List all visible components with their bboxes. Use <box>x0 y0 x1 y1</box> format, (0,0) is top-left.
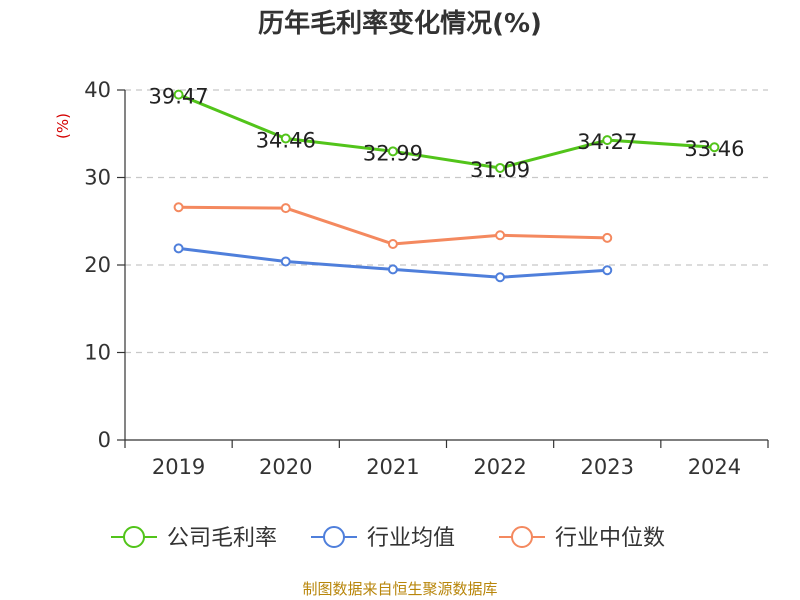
data-label: 33.46 <box>684 137 744 161</box>
y-tick-label: 20 <box>84 253 111 277</box>
data-point <box>387 264 398 275</box>
data-point <box>280 256 291 267</box>
data-point <box>495 230 506 241</box>
series-line <box>178 205 608 246</box>
x-tick-label: 2019 <box>152 455 205 479</box>
data-point <box>173 202 184 213</box>
data-label: 34.27 <box>577 130 637 154</box>
data-label: 39.47 <box>149 85 209 109</box>
data-point <box>709 142 720 153</box>
source-note: 制图数据来自恒生聚源数据库 <box>302 580 497 598</box>
gridlines <box>125 89 768 354</box>
data-labels: 39.47 34.46 32.99 31.09 34.27 33.46 <box>149 85 745 182</box>
y-tick-label: 40 <box>84 78 111 102</box>
legend-label: 行业均值 <box>367 526 455 551</box>
data-point <box>602 135 613 146</box>
x-tick-label: 2021 <box>366 455 419 479</box>
x-tick-label: 2022 <box>473 455 526 479</box>
data-label: 31.09 <box>470 158 530 182</box>
data-point <box>602 265 613 276</box>
data-point <box>173 89 184 100</box>
x-tick-label: 2020 <box>259 455 312 479</box>
x-tick-label: 2024 <box>688 455 741 479</box>
legend-label: 公司毛利率 <box>167 526 277 551</box>
legend-marker <box>323 526 345 548</box>
legend-marker <box>123 526 145 548</box>
data-point <box>280 203 291 214</box>
y-tick-label: 0 <box>98 428 111 452</box>
data-point <box>495 272 506 283</box>
chart-title: 历年毛利率变化情况(%) <box>258 8 542 39</box>
data-label: 32.99 <box>363 141 423 165</box>
legend-label: 行业中位数 <box>555 526 665 551</box>
y-axis-label: (%) <box>54 113 72 139</box>
data-point <box>387 239 398 249</box>
data-point <box>387 146 398 157</box>
x-tick-label: 2023 <box>581 455 634 479</box>
axes: 0 10 20 30 40 2019 2020 2021 2022 2023 2024 <box>84 78 769 479</box>
data-point <box>495 162 506 173</box>
data-point <box>280 133 291 144</box>
y-tick-label: 30 <box>84 166 111 190</box>
series-line <box>178 93 715 170</box>
y-tick-label: 10 <box>84 341 111 365</box>
data-point <box>173 243 184 254</box>
data-point <box>602 232 613 243</box>
legend: 公司毛利率 行业均值 行业中位数 <box>111 526 665 551</box>
data-label: 34.46 <box>256 128 316 152</box>
series-layer <box>173 89 720 283</box>
legend-marker <box>511 526 533 548</box>
